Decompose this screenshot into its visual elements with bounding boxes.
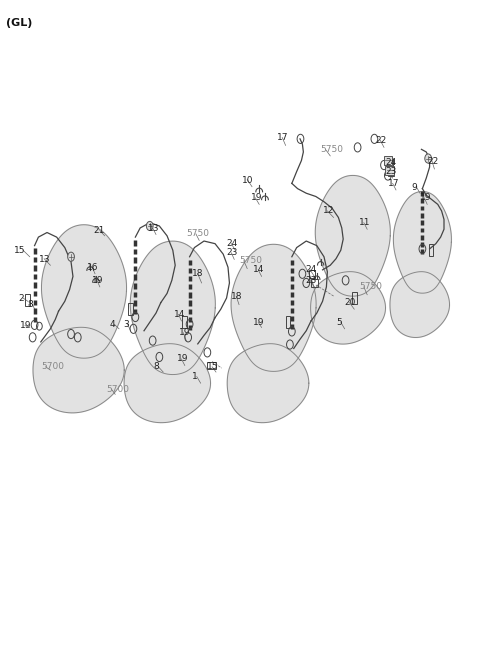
Text: 24: 24 xyxy=(227,239,238,248)
Polygon shape xyxy=(390,272,449,337)
Text: 5: 5 xyxy=(336,318,342,327)
Text: 5700: 5700 xyxy=(41,362,64,371)
Bar xyxy=(182,316,187,328)
Text: 23: 23 xyxy=(305,276,317,285)
Text: 17: 17 xyxy=(388,179,399,188)
Text: 19: 19 xyxy=(179,328,190,337)
Text: 1: 1 xyxy=(192,372,198,381)
Text: 10: 10 xyxy=(242,176,254,185)
Polygon shape xyxy=(33,328,124,413)
Polygon shape xyxy=(311,272,385,344)
Polygon shape xyxy=(315,176,390,296)
Bar xyxy=(385,166,394,174)
Text: 19: 19 xyxy=(251,193,262,202)
Text: 12: 12 xyxy=(323,206,334,215)
Bar xyxy=(384,156,392,164)
Text: 22: 22 xyxy=(427,157,438,166)
Bar xyxy=(286,316,290,328)
Bar xyxy=(128,303,133,315)
Bar xyxy=(387,159,393,166)
Text: 5750: 5750 xyxy=(359,282,382,291)
Text: 23: 23 xyxy=(227,248,238,257)
Text: 20: 20 xyxy=(345,298,356,307)
Text: 5750: 5750 xyxy=(239,256,262,265)
Text: 22: 22 xyxy=(375,136,386,145)
Polygon shape xyxy=(227,344,309,422)
Text: 24: 24 xyxy=(305,265,316,274)
Bar xyxy=(429,244,433,256)
Polygon shape xyxy=(124,344,211,422)
Text: 23: 23 xyxy=(385,167,396,176)
Text: 21: 21 xyxy=(94,226,105,235)
Text: 9: 9 xyxy=(412,183,418,192)
Text: 8: 8 xyxy=(154,362,159,371)
Text: 5750: 5750 xyxy=(321,145,344,154)
Circle shape xyxy=(425,154,432,163)
Text: 18: 18 xyxy=(231,291,243,301)
Polygon shape xyxy=(130,241,216,375)
Text: 3: 3 xyxy=(123,320,129,329)
Circle shape xyxy=(146,221,153,231)
Polygon shape xyxy=(231,244,316,371)
Polygon shape xyxy=(394,191,451,293)
Text: 14: 14 xyxy=(174,310,185,319)
Text: 19: 19 xyxy=(92,276,104,285)
Bar xyxy=(309,270,315,278)
Text: 5700: 5700 xyxy=(107,384,130,394)
Bar xyxy=(25,294,30,306)
Text: 19: 19 xyxy=(253,318,265,327)
Text: 24: 24 xyxy=(385,158,396,167)
Text: 17: 17 xyxy=(277,133,289,142)
Circle shape xyxy=(68,252,74,261)
Text: 4: 4 xyxy=(109,320,115,329)
Bar xyxy=(388,168,395,176)
Polygon shape xyxy=(41,225,127,358)
Text: (GL): (GL) xyxy=(6,18,32,28)
Text: 5750: 5750 xyxy=(186,229,209,238)
Text: 19: 19 xyxy=(420,193,431,202)
Text: 14: 14 xyxy=(253,265,265,274)
Text: 18: 18 xyxy=(192,269,204,278)
Bar xyxy=(312,279,318,287)
Text: 8: 8 xyxy=(28,300,34,309)
Text: 13: 13 xyxy=(39,255,51,264)
Text: 19: 19 xyxy=(177,354,188,364)
Text: 19: 19 xyxy=(20,321,32,330)
Bar xyxy=(207,362,216,369)
Text: 16: 16 xyxy=(87,263,99,272)
Text: 11: 11 xyxy=(359,218,371,227)
Text: 15: 15 xyxy=(207,362,219,371)
Text: 13: 13 xyxy=(148,224,159,233)
Text: 2: 2 xyxy=(18,293,24,303)
Bar xyxy=(352,292,357,304)
Text: 15: 15 xyxy=(14,246,26,255)
